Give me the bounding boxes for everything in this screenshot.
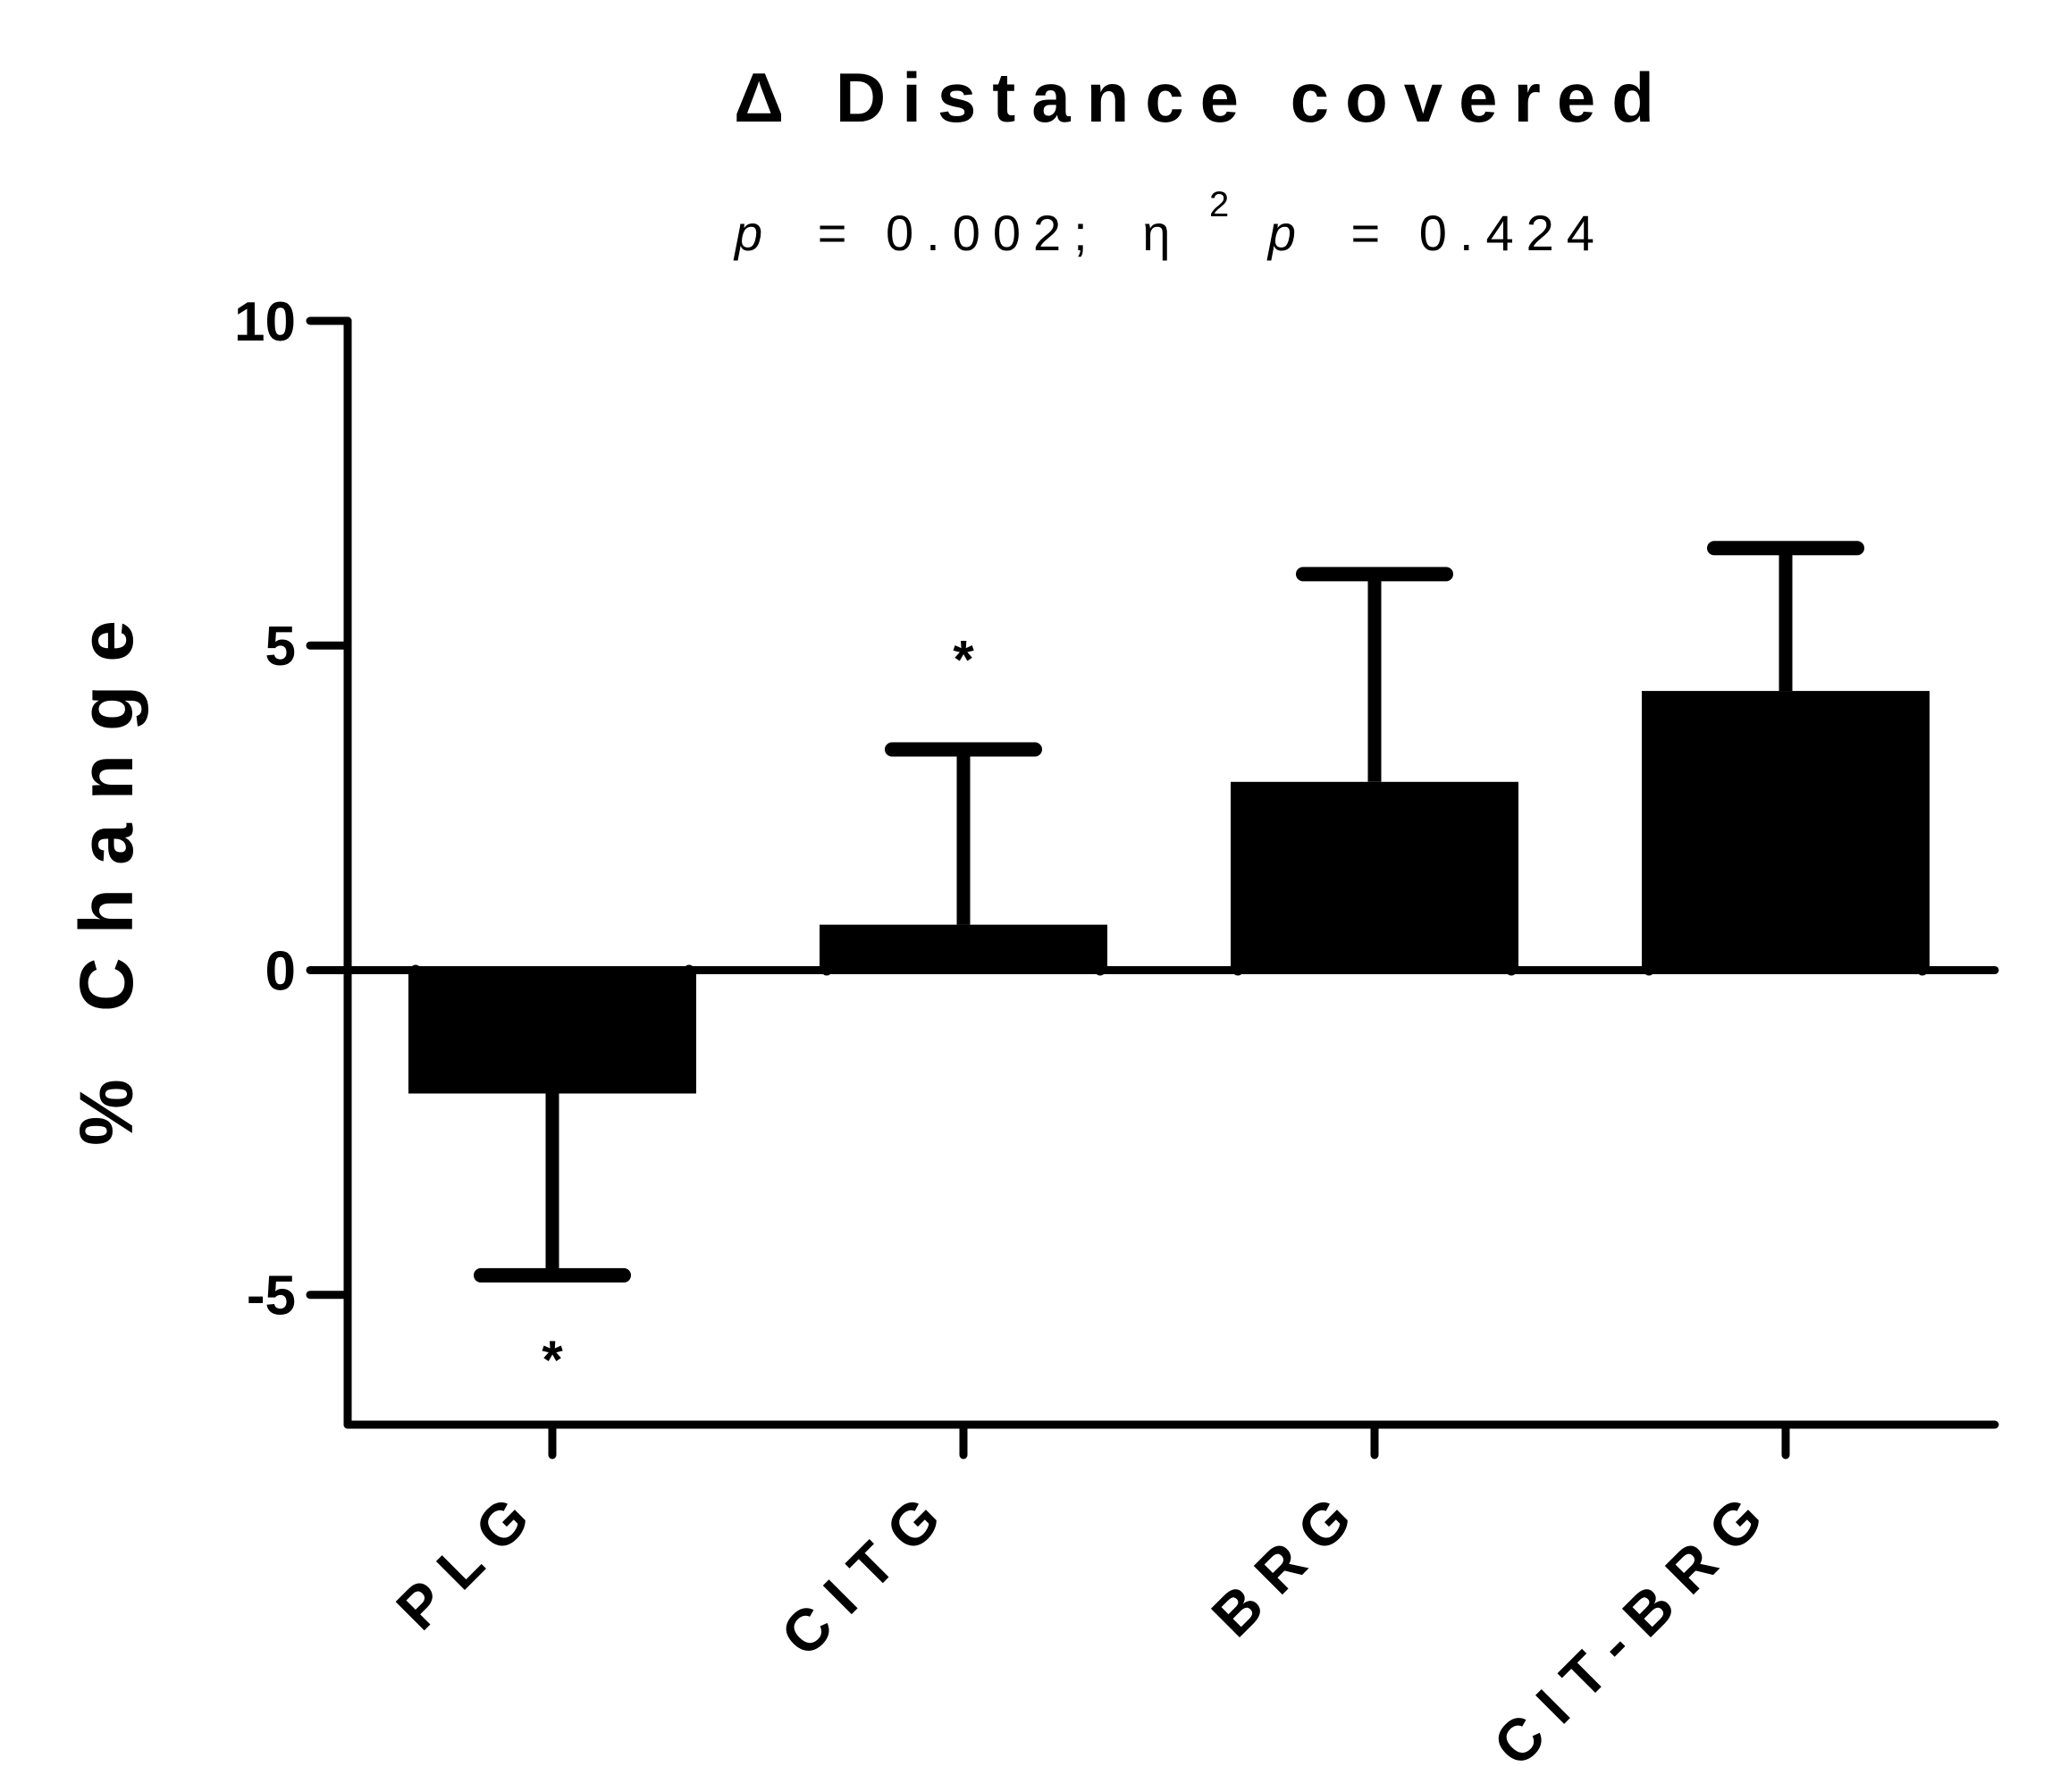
zero-line-dot — [1644, 964, 1654, 976]
zero-line-group — [343, 964, 1999, 976]
y-tick-label: -5 — [247, 1266, 296, 1327]
bar — [1231, 781, 1518, 971]
x-axis — [343, 1420, 1999, 1460]
y-axis-label: % Change — [64, 597, 148, 1146]
y-tick-label: 10 — [234, 291, 296, 353]
zero-line-dot — [410, 964, 421, 976]
y-tick-label: 0 — [265, 940, 296, 1002]
x-tick-label: BRG — [1198, 1472, 1375, 1649]
bar — [1642, 691, 1930, 971]
y-tick-label: 5 — [265, 616, 296, 677]
bars — [408, 691, 1930, 1094]
x-tick-labels: PLG CITG BRG CIT-BRG — [383, 1472, 1787, 1779]
x-tick-label: PLG — [383, 1472, 554, 1643]
zero-line-dot — [821, 964, 832, 976]
x-tick-label: CIT-BRG — [1481, 1472, 1787, 1779]
subtitle-eta-sup: 2 — [1209, 185, 1241, 224]
chart-subtitle: p = 0.002; η 2 p = 0.424 — [733, 171, 1607, 261]
significance-marker: * — [542, 1330, 563, 1390]
x-tick-label: CITG — [769, 1472, 965, 1669]
subtitle-p-label: p — [733, 205, 775, 261]
subtitle-eta-value: = 0.424 — [1351, 205, 1607, 261]
subtitle-eta-symbol: η — [1142, 205, 1182, 261]
zero-line-dot — [1095, 964, 1106, 976]
subtitle-eta-p-label: p — [1266, 205, 1308, 261]
significance-marker: * — [953, 629, 974, 689]
bar — [408, 970, 696, 1094]
error-bars — [474, 541, 1864, 1283]
chart-title: Δ Distance covered — [734, 58, 1670, 137]
y-axis: 10 5 0 -5 — [234, 291, 352, 1429]
subtitle-p-value: = 0.002; — [818, 205, 1100, 261]
zero-line-dot — [1917, 964, 1928, 976]
bar — [820, 924, 1107, 971]
significance-markers: ** — [542, 629, 974, 1389]
zero-line-dot — [684, 964, 694, 976]
zero-line-dot — [1232, 964, 1243, 976]
zero-line-dot — [1506, 964, 1517, 976]
